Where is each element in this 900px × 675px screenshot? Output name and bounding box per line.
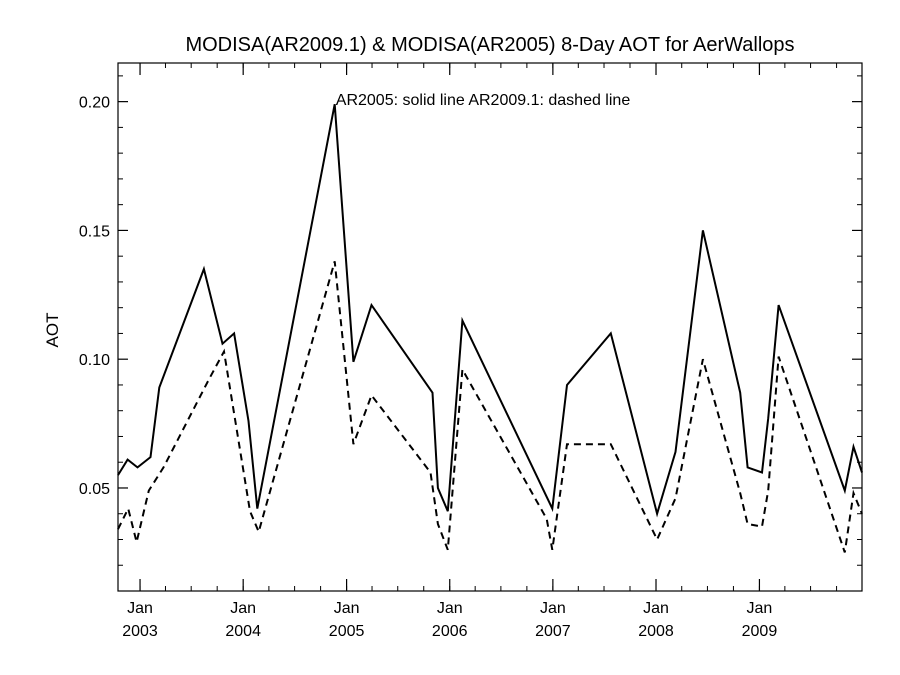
x-tick-label-year: 2008 [638, 623, 674, 640]
x-tick-label-month: Jan [643, 600, 669, 617]
x-tick-label-year: 2009 [742, 623, 778, 640]
y-tick-label: 0.20 [79, 95, 110, 112]
x-tick-label-month: Jan [230, 600, 256, 617]
x-tick-label-month: Jan [437, 600, 463, 617]
axes-layer: 0.05 0.10 0.15 0.20 Jan 2003 Jan 2004 Jan 2005 Jan… [79, 63, 862, 640]
x-tick-label-year: 2007 [535, 623, 571, 640]
series-line-1 [117, 261, 863, 553]
x-tick-label-year: 2005 [329, 623, 365, 640]
chart-title: MODISA(AR2009.1) & MODISA(AR2005) 8-Day … [185, 34, 794, 56]
x-tick-label-month: Jan [747, 600, 773, 617]
series-line-0 [117, 104, 863, 518]
legend-annotation: AR2005: solid line AR2009.1: dashed line [336, 92, 631, 109]
x-tick-label-month: Jan [540, 600, 566, 617]
series-layer [117, 104, 863, 553]
y-tick-label: 0.10 [79, 352, 110, 369]
y-tick-label: 0.15 [79, 223, 110, 240]
y-tick-label: 0.05 [79, 481, 110, 498]
x-tick-label-month: Jan [334, 600, 360, 617]
x-tick-label-year: 2003 [122, 623, 158, 640]
x-tick-label-year: 2006 [432, 623, 468, 640]
x-tick-label-year: 2004 [225, 623, 261, 640]
x-tick-label-month: Jan [127, 600, 153, 617]
y-axis-label: AOT [43, 313, 62, 348]
plot-frame [117, 62, 863, 592]
